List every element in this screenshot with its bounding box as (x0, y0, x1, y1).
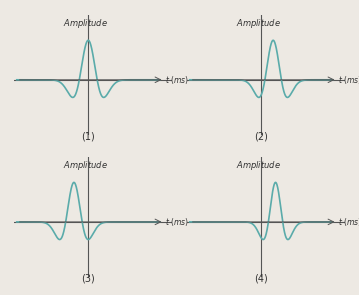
Text: (3): (3) (81, 274, 95, 284)
Text: (4): (4) (255, 274, 268, 284)
Text: $Amplitude$: $Amplitude$ (236, 17, 281, 30)
Text: (2): (2) (254, 132, 268, 142)
Text: (1): (1) (81, 132, 95, 142)
Text: $Amplitude$: $Amplitude$ (63, 159, 108, 172)
Text: $t\ (ms)$: $t\ (ms)$ (339, 216, 359, 228)
Text: $Amplitude$: $Amplitude$ (236, 159, 281, 172)
Text: $t\ (ms)$: $t\ (ms)$ (165, 216, 190, 228)
Text: $t\ (ms)$: $t\ (ms)$ (165, 74, 190, 86)
Text: $t\ (ms)$: $t\ (ms)$ (339, 74, 359, 86)
Text: $Amplitude$: $Amplitude$ (63, 17, 108, 30)
